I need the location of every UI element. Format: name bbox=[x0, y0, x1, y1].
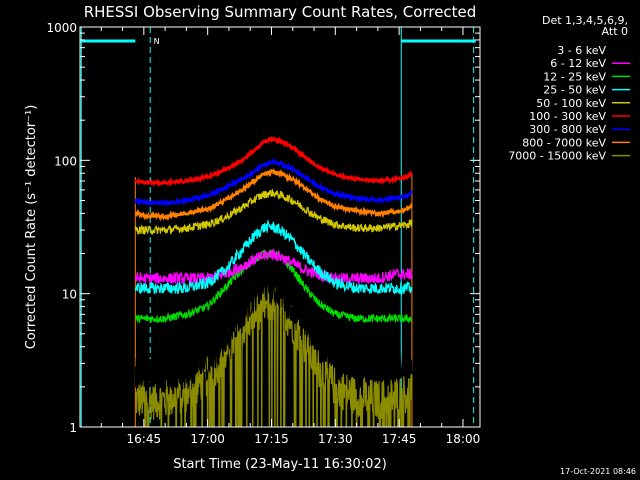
x-tick-label: 17:45 bbox=[382, 432, 417, 446]
chart-title: RHESSI Observing Summary Count Rates, Co… bbox=[84, 3, 477, 21]
timestamp: 17-Oct-2021 08:46 bbox=[560, 467, 636, 476]
legend-entry-label: 50 - 100 keV bbox=[536, 97, 606, 110]
x-axis-label: Start Time (23-May-11 16:30:02) bbox=[173, 457, 387, 472]
y-tick-label: 1 bbox=[69, 421, 77, 435]
x-tick-label: 18:00 bbox=[446, 432, 481, 446]
plot-frame bbox=[79, 26, 481, 428]
series-line-100-300-kev bbox=[134, 135, 413, 188]
legend-entry-label: 800 - 7000 keV bbox=[522, 136, 606, 149]
x-tick-label: 17:30 bbox=[318, 432, 353, 446]
legend-entry-label: 7000 - 15000 keV bbox=[508, 150, 606, 163]
series-line-6-12-kev bbox=[134, 247, 413, 286]
series-line-25-50-kev bbox=[134, 219, 413, 297]
legend-entry-label: 300 - 800 keV bbox=[529, 123, 606, 136]
series-line-50-100-kev bbox=[134, 189, 413, 236]
y-tick-label: 10 bbox=[62, 288, 77, 302]
y-tick-label: 100 bbox=[54, 154, 77, 168]
legend-entry-label: 3 - 6 keV bbox=[557, 44, 606, 57]
legend-header: Att 0 bbox=[602, 25, 628, 38]
series-line-300-800-kev bbox=[134, 157, 413, 208]
legend-entry-label: 6 - 12 keV bbox=[550, 57, 606, 70]
y-axis-label: Corrected Count Rate (s⁻¹ detector⁻¹) bbox=[24, 105, 39, 350]
legend-entry-label: 12 - 25 keV bbox=[543, 70, 606, 83]
legend-header: Det 1,3,4,5,6,9, bbox=[542, 14, 628, 27]
x-tick-label: 17:15 bbox=[254, 432, 289, 446]
series-line-3-6-kev bbox=[134, 272, 413, 391]
legend-entry-label: 25 - 50 keV bbox=[543, 84, 606, 97]
x-tick-label: 17:00 bbox=[190, 432, 225, 446]
series-line-800-7000-kev bbox=[134, 167, 413, 222]
night-marker: N bbox=[154, 37, 160, 46]
y-tick-label: 1000 bbox=[46, 21, 77, 35]
x-tick-label: 16:45 bbox=[127, 432, 162, 446]
legend-entry-label: 100 - 300 keV bbox=[529, 110, 606, 123]
